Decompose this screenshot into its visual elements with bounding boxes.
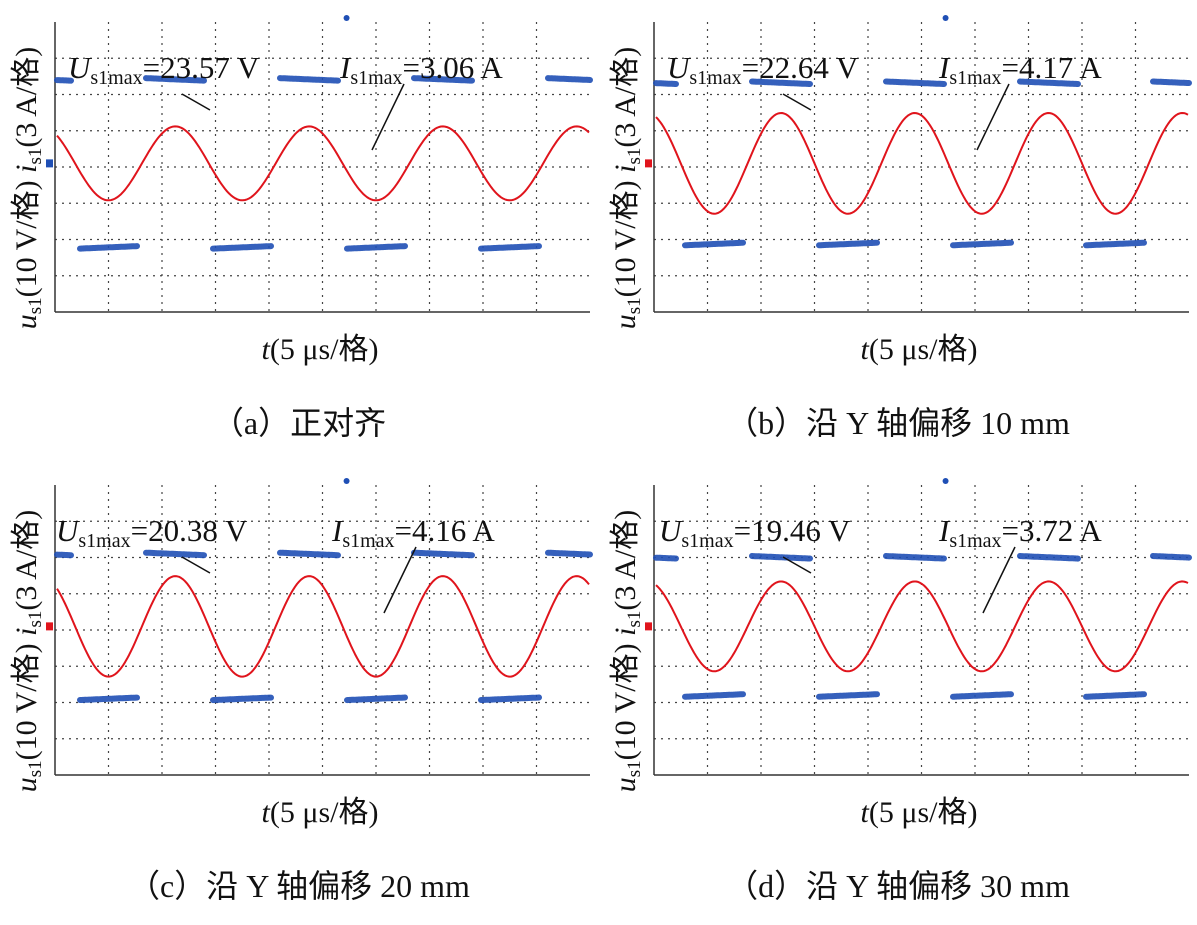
voltage-annotation: Us1max=23.57 V (68, 50, 260, 89)
oscilloscope-plot (645, 15, 1192, 313)
current-leader-line (982, 546, 1016, 614)
channel-marker (46, 159, 53, 168)
y-axis-label: us1(10 V/格) is1(3 A/格) (10, 46, 46, 330)
oscilloscope-plot (46, 15, 593, 313)
panel-caption: （d）沿 Y 轴偏移 30 mm (726, 868, 1070, 904)
voltage-leader-line (782, 93, 812, 111)
current-trace-is1 (655, 580, 1189, 673)
current-trace-is1 (56, 125, 590, 202)
panel-caption: （b）沿 Y 轴偏移 10 mm (726, 405, 1070, 441)
voltage-annotation: Us1max=20.38 V (56, 513, 248, 552)
voltage-trace-us1 (653, 553, 1192, 700)
panel-d: us1(10 V/格) is1(3 A/格) Us1max=19.46 V Is… (599, 463, 1197, 925)
current-leader-line (371, 83, 405, 151)
voltage-trace-us1 (54, 549, 593, 704)
channel-marker (46, 622, 53, 631)
panel-a: us1(10 V/格) is1(3 A/格) Us1max=23.57 V Is… (0, 0, 598, 462)
voltage-annotation: Us1max=22.64 V (667, 50, 859, 89)
voltage-trace-us1 (653, 78, 1192, 249)
voltage-annotation: Us1max=19.46 V (659, 513, 851, 552)
current-leader-line (383, 546, 417, 614)
current-annotation: Is1max=4.16 A (332, 513, 495, 552)
voltage-leader-line (181, 556, 211, 574)
trigger-marker (343, 478, 350, 484)
current-trace-is1 (655, 112, 1189, 215)
current-annotation: Is1max=3.06 A (340, 50, 503, 89)
voltage-leader-line (181, 93, 211, 111)
current-trace-is1 (56, 575, 590, 678)
x-axis-label: t(5 μs/格) (261, 796, 379, 829)
voltage-trace-us1 (54, 75, 593, 252)
trigger-marker (942, 478, 949, 484)
y-axis-label: us1(10 V/格) is1(3 A/格) (609, 509, 645, 793)
current-annotation: Is1max=4.17 A (939, 50, 1102, 89)
current-leader-line (976, 83, 1010, 151)
x-axis-label: t(5 μs/格) (860, 333, 978, 366)
current-annotation: Is1max=3.72 A (939, 513, 1102, 552)
oscilloscope-plot (46, 478, 593, 776)
y-axis-label: us1(10 V/格) is1(3 A/格) (10, 509, 46, 793)
x-axis-label: t(5 μs/格) (261, 333, 379, 366)
x-axis-label: t(5 μs/格) (860, 796, 978, 829)
voltage-leader-line (782, 556, 812, 574)
oscilloscope-plot (645, 478, 1192, 776)
y-axis-label: us1(10 V/格) is1(3 A/格) (609, 46, 645, 330)
panel-caption: （a）正对齐 (211, 405, 387, 441)
trigger-marker (343, 15, 350, 21)
channel-marker (645, 159, 652, 168)
channel-marker (645, 622, 652, 631)
panel-caption: （c）沿 Y 轴偏移 20 mm (128, 868, 470, 904)
panel-b: us1(10 V/格) is1(3 A/格) Us1max=22.64 V Is… (599, 0, 1197, 462)
panel-c: us1(10 V/格) is1(3 A/格) Us1max=20.38 V Is… (0, 463, 598, 925)
trigger-marker (942, 15, 949, 21)
